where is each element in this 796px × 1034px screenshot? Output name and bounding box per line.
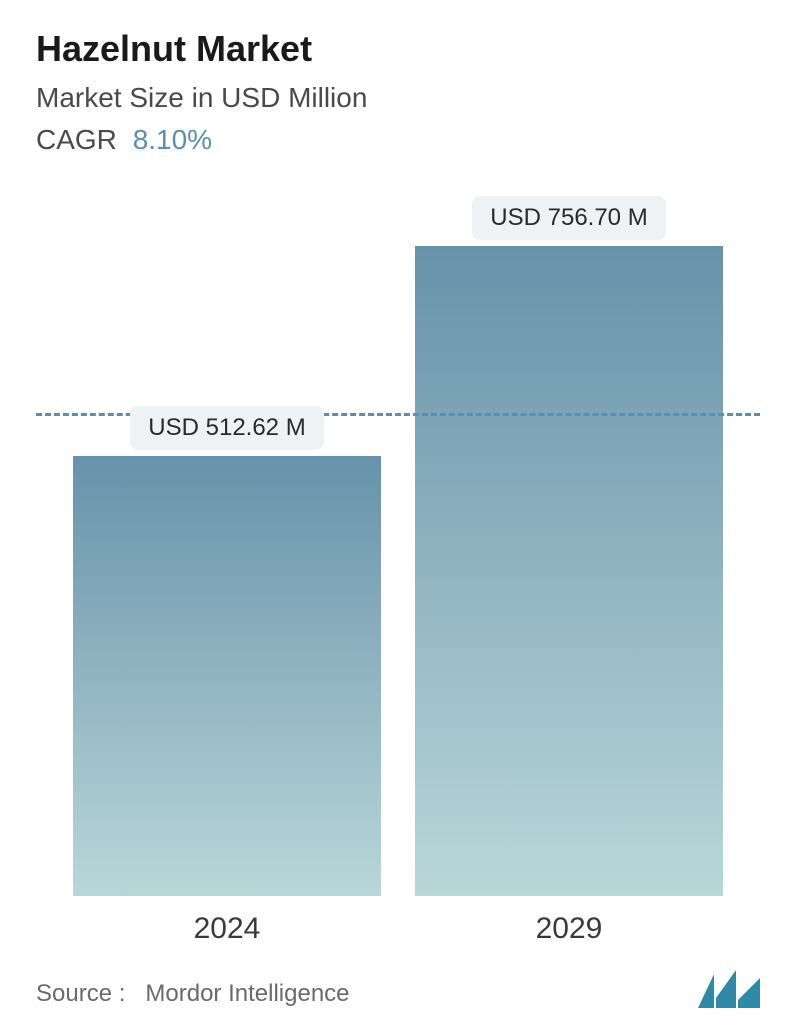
bar-0 [73, 456, 381, 896]
value-badge-0: USD 512.62 M [130, 406, 323, 450]
chart-area: USD 512.62 M USD 756.70 M [56, 196, 740, 896]
x-axis-label-0: 2024 [73, 912, 381, 946]
x-axis: 2024 2029 [56, 912, 740, 946]
bar-group-0: USD 512.62 M [73, 406, 381, 896]
bar-group-1: USD 756.70 M [415, 196, 723, 896]
bars-container: USD 512.62 M USD 756.70 M [56, 196, 740, 896]
source-text: Source : Mordor Intelligence [36, 980, 350, 1008]
source-label: Source : [36, 980, 125, 1007]
bar-1 [415, 246, 723, 896]
cagr-row: CAGR 8.10% [36, 124, 760, 156]
footer: Source : Mordor Intelligence [36, 970, 760, 1008]
cagr-value: 8.10% [133, 124, 212, 155]
x-axis-label-1: 2029 [415, 912, 723, 946]
chart-title: Hazelnut Market [36, 28, 760, 70]
source-value: Mordor Intelligence [145, 980, 349, 1007]
value-badge-1: USD 756.70 M [472, 196, 665, 240]
brand-logo-icon [698, 970, 760, 1008]
chart-subtitle: Market Size in USD Million [36, 82, 760, 114]
cagr-label: CAGR [36, 124, 117, 155]
